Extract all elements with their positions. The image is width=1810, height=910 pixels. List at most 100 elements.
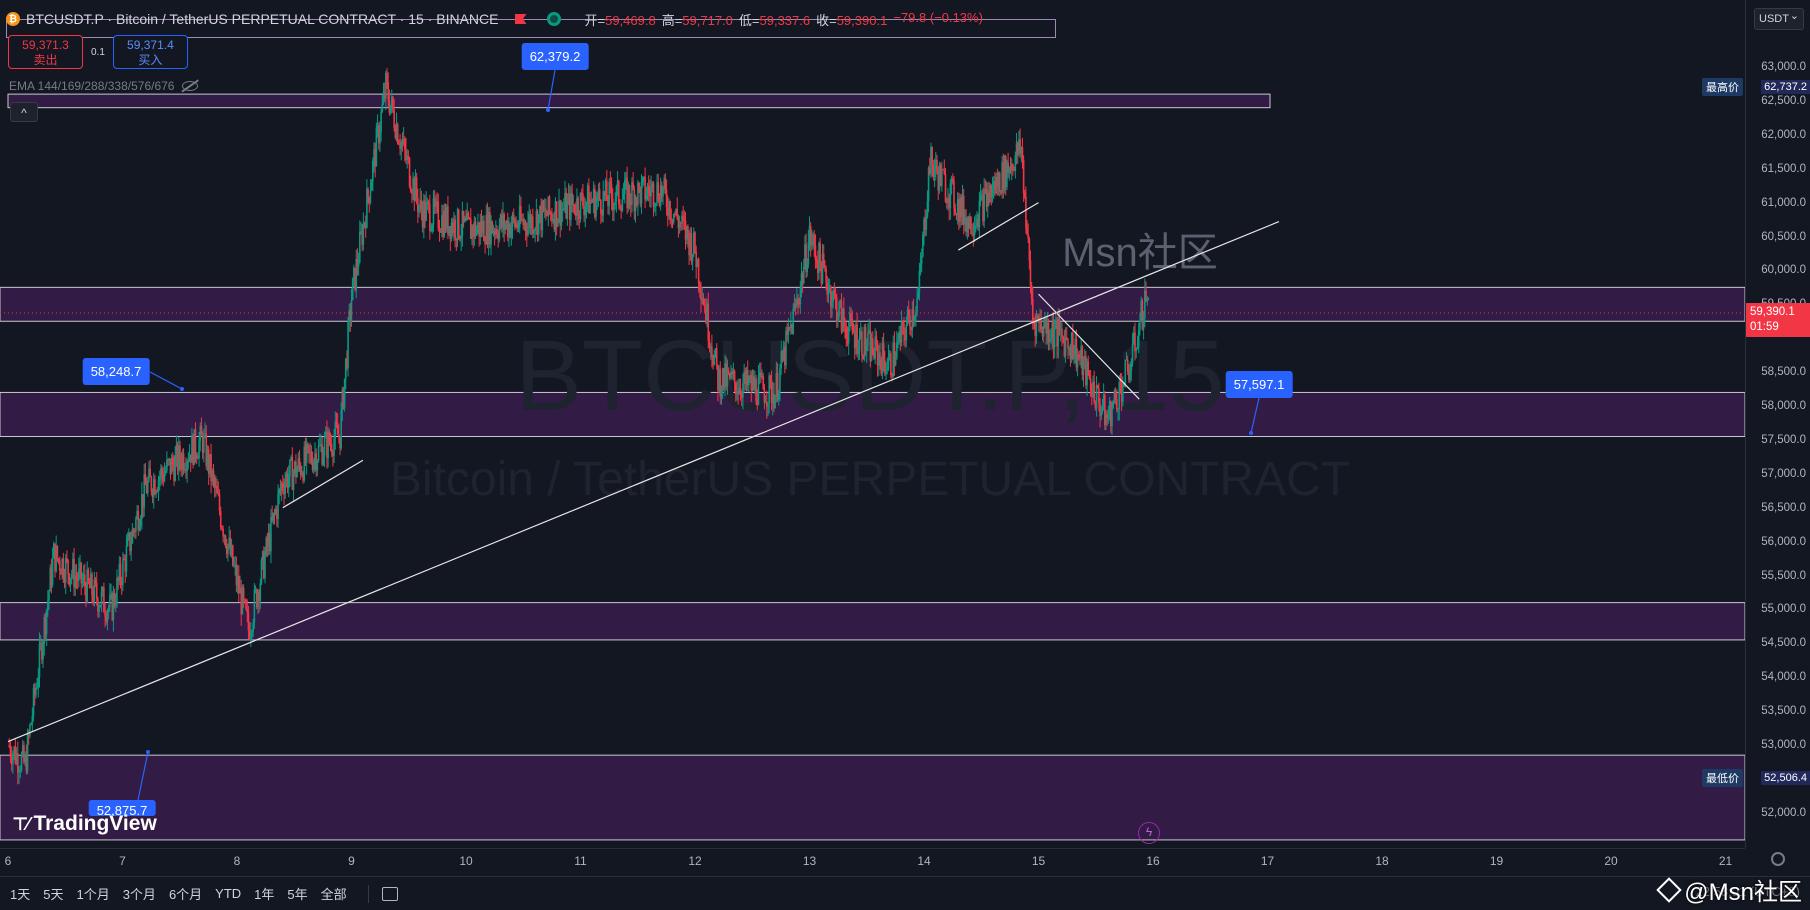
range-button[interactable]: YTD xyxy=(215,886,242,901)
buy-button[interactable]: 59,371.4 买入 xyxy=(112,35,188,69)
candle-body xyxy=(1129,371,1131,381)
candle-body xyxy=(495,229,497,235)
sell-button[interactable]: 59,371.3 卖出 xyxy=(8,35,83,69)
range-button[interactable]: 全部 xyxy=(320,887,347,902)
candle-body xyxy=(580,192,583,194)
candle-body xyxy=(1135,349,1138,352)
candle-body xyxy=(182,453,185,471)
candle-body xyxy=(177,445,180,471)
range-button[interactable]: 5年 xyxy=(287,887,308,902)
indicator-label: EMA 144/169/288/338/576/676 xyxy=(9,79,175,93)
candle-body xyxy=(992,180,995,190)
collapse-legend-button[interactable]: ^ xyxy=(10,102,38,122)
price-callout[interactable]: 62,379.2 xyxy=(521,43,589,70)
candle-body xyxy=(961,195,964,218)
candle-body xyxy=(840,300,843,332)
range-button[interactable]: 1年 xyxy=(254,887,275,902)
candle-body xyxy=(542,201,545,211)
candle-body xyxy=(344,358,347,379)
candle-body xyxy=(787,327,790,335)
range-button[interactable]: 3个月 xyxy=(122,887,156,902)
candle-body xyxy=(529,213,532,229)
range-button[interactable]: 6个月 xyxy=(168,887,203,902)
candle-body xyxy=(828,286,831,290)
candle-body xyxy=(260,559,263,584)
candle-body xyxy=(401,141,404,144)
candle-body xyxy=(589,199,591,214)
candle-body xyxy=(1042,325,1045,337)
price-zone[interactable] xyxy=(7,93,1271,109)
candle-body xyxy=(909,315,911,328)
market-status-icon[interactable] xyxy=(546,12,561,26)
flag-icon[interactable] xyxy=(514,14,527,24)
candle-body xyxy=(66,558,68,560)
candle-body xyxy=(903,323,905,335)
candle-body xyxy=(794,304,797,306)
open-value: 59,469.8 xyxy=(605,12,656,28)
candle-body xyxy=(796,298,798,306)
symbol-title[interactable]: BTCUSDT.P · Bitcoin / TetherUS PERPETUAL… xyxy=(26,11,499,27)
candle-body xyxy=(819,243,821,264)
price-chart[interactable]: BTCUSDT.P, 15 Bitcoin / TetherUS PERPETU… xyxy=(0,0,1745,848)
candle-body xyxy=(511,214,514,228)
candle-body xyxy=(1091,390,1093,397)
price-callout[interactable]: 52,875.7 xyxy=(88,800,156,816)
candle-body xyxy=(506,220,509,238)
candle-body xyxy=(1008,168,1011,173)
candle-body xyxy=(398,143,400,145)
settings-gear-icon[interactable] xyxy=(1771,852,1785,866)
ascending-trendline[interactable] xyxy=(7,221,1280,743)
callout-anchor xyxy=(180,387,184,391)
candle-body xyxy=(531,216,534,235)
candle-body xyxy=(768,375,770,403)
candle-body xyxy=(270,516,272,552)
candle-body xyxy=(354,267,356,290)
range-button[interactable]: 1天 xyxy=(10,887,31,902)
candle-body xyxy=(394,128,397,138)
candle-body xyxy=(120,581,123,585)
candle-body xyxy=(348,310,351,322)
candle-body xyxy=(429,204,431,231)
candle-body xyxy=(583,205,585,216)
price-zone[interactable] xyxy=(0,286,1745,322)
time-scale[interactable]: 6 7 8 9 10 11 12 13 14 15 16 17 18 19 20 21 xyxy=(0,848,1745,872)
range-button[interactable]: 1个月 xyxy=(76,887,110,902)
candle-body xyxy=(362,223,365,245)
price-zone[interactable] xyxy=(0,391,1745,438)
candle-body xyxy=(261,551,264,560)
candle-body xyxy=(967,217,970,229)
candle-body xyxy=(298,458,301,466)
candle-body xyxy=(1123,383,1125,387)
wedge-trendline[interactable] xyxy=(958,202,1039,251)
candle-body xyxy=(17,753,19,773)
price-zone[interactable] xyxy=(0,602,1745,641)
candle-body xyxy=(1030,285,1033,299)
wedge-trendline[interactable] xyxy=(282,459,364,509)
price-zone[interactable] xyxy=(0,754,1745,841)
candle-body xyxy=(564,192,566,209)
price-callout[interactable]: 57,597.1 xyxy=(1225,371,1293,398)
candle-body xyxy=(386,72,388,83)
candle-body xyxy=(806,264,809,272)
candle-body xyxy=(15,753,18,764)
candle-body xyxy=(1065,337,1068,340)
calendar-goto-icon[interactable] xyxy=(381,886,398,901)
candle-body xyxy=(930,147,932,174)
price-callout[interactable]: 58,248.7 xyxy=(82,358,150,385)
candle-body xyxy=(487,211,490,245)
currency-select[interactable]: USDT xyxy=(1754,6,1804,30)
descending-trendline[interactable] xyxy=(1038,293,1140,400)
candle-body xyxy=(50,567,53,585)
range-button[interactable]: 5天 xyxy=(43,887,64,902)
quantity[interactable]: 0.1 xyxy=(91,46,105,58)
candle-body xyxy=(432,198,435,225)
candle-body xyxy=(439,231,442,233)
lightning-icon[interactable]: ϟ xyxy=(1138,822,1160,844)
candle-body xyxy=(32,687,35,716)
clock[interactable]: 22:58:01 (UTC+8) xyxy=(1695,884,1800,899)
indicator-legend[interactable]: EMA 144/169/288/338/576/676 xyxy=(9,79,199,93)
candle-body xyxy=(272,512,275,521)
hide-eye-icon[interactable] xyxy=(182,81,199,91)
candle-body xyxy=(451,222,454,233)
price-scale[interactable]: USDT 63,000.0 62,500.0 62,000.0 61,500.0 61,… xyxy=(1745,0,1810,848)
